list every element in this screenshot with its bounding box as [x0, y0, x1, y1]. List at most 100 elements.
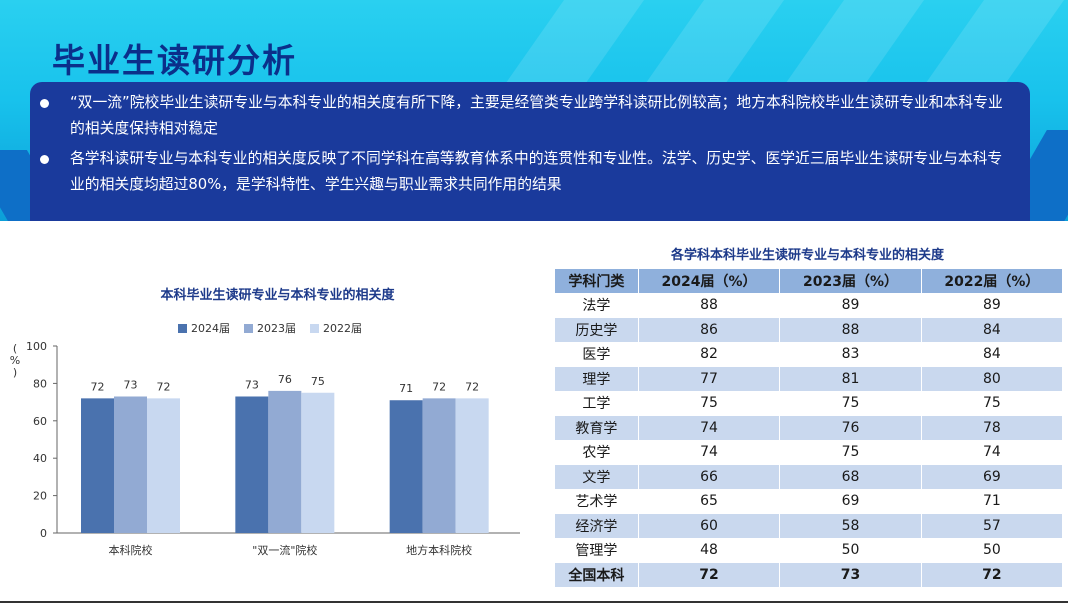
bar-value-label: 76: [278, 373, 292, 386]
bar-value-label: 72: [432, 380, 446, 393]
table-cell-value: 80: [921, 366, 1062, 391]
table-cell-discipline: 教育学: [555, 415, 639, 440]
table-cell-value: 89: [921, 293, 1062, 318]
legend-label: 2022届: [323, 322, 362, 335]
table-cell-value: 81: [779, 366, 922, 391]
table-cell-value: 75: [638, 391, 781, 416]
bullet-dot-icon: [40, 99, 49, 108]
table-cell-value: 77: [638, 366, 781, 391]
table-cell-value: 57: [921, 513, 1062, 538]
table-cell-value: 76: [779, 415, 922, 440]
bar-value-label: 75: [311, 375, 325, 388]
bar-value-label: 72: [91, 380, 105, 393]
table-cell-value: 75: [921, 391, 1062, 416]
relevance-table: 学科门类 2024届（%） 2023届（%） 2022届（%） 法学 88 89 89…: [555, 269, 1062, 587]
bar-value-label: 71: [399, 382, 413, 395]
page-title: 毕业生读研分析: [52, 41, 297, 80]
table-cell-value: 60: [638, 513, 781, 538]
bar: [147, 398, 180, 533]
y-tick-label: 60: [33, 415, 47, 428]
table-cell-value: 58: [779, 513, 922, 538]
bullet-item: “双一流”院校毕业生读研专业与本科专业的相关度有所下降，主要是经管类专业跨学科读…: [40, 90, 1008, 142]
x-category-label: 地方本科院校: [406, 543, 472, 557]
legend-swatch: [244, 323, 253, 333]
bar: [81, 398, 114, 533]
table-cell-value: 48: [638, 538, 781, 563]
table-cell-value: 72: [921, 562, 1062, 587]
bar-chart: 0 20 40 60 80 100 72 73 72 本科院校 73 76 75 "双一流"院校 71 72 7…: [26, 340, 520, 557]
table-cell-value: 72: [638, 562, 781, 587]
table-cell-value: 74: [638, 415, 781, 440]
table-cell-value: 65: [638, 489, 781, 514]
table-cell-value: 50: [921, 538, 1062, 563]
legend-item: 2023届: [244, 320, 296, 336]
table-row: 理学 77 81 80: [555, 366, 1062, 391]
table-cell-value: 84: [921, 342, 1062, 367]
summary-box: “双一流”院校毕业生读研专业与本科专业的相关度有所下降，主要是经管类专业跨学科读…: [30, 82, 1030, 221]
bar: [455, 398, 489, 533]
table-cell-discipline: 管理学: [555, 538, 639, 563]
table-cell-value: 82: [638, 342, 781, 367]
table-cell-value: 86: [638, 317, 781, 342]
bottom-divider: [0, 601, 1068, 603]
table-row: 农学 74 75 74: [555, 440, 1062, 465]
y-tick-label: 20: [33, 490, 47, 503]
table-cell-discipline: 历史学: [555, 317, 639, 342]
table-row: 经济学 60 58 57: [555, 513, 1062, 538]
table-cell-value: 84: [921, 317, 1062, 342]
bar: [389, 400, 423, 533]
table-cell-discipline: 工学: [555, 391, 639, 416]
table-cell-value: 74: [638, 440, 781, 465]
table-row: 教育学 74 76 78: [555, 415, 1062, 440]
table-row: 工学 75 75 75: [555, 391, 1062, 416]
table-cell-value: 66: [638, 464, 781, 489]
table-cell-discipline: 农学: [555, 440, 639, 465]
table-cell-value: 88: [638, 293, 781, 318]
bar-value-label: 72: [157, 380, 171, 393]
y-tick-label: 80: [33, 377, 47, 390]
table-cell-discipline: 医学: [555, 342, 639, 367]
table-cell-value: 50: [779, 538, 922, 563]
header-discipline: 学科门类: [555, 269, 639, 293]
y-tick-label: 100: [26, 340, 47, 353]
bar-value-label: 72: [465, 380, 479, 393]
y-tick-label: 0: [40, 527, 47, 540]
table-cell-value: 83: [779, 342, 922, 367]
table-cell-value: 75: [779, 391, 922, 416]
table-cell-value: 73: [779, 562, 922, 587]
bar: [235, 396, 269, 533]
legend-label: 2023届: [257, 322, 296, 335]
table-cell-value: 75: [779, 440, 922, 465]
table-cell-value: 69: [779, 489, 922, 514]
y-axis-label: %: [9, 354, 21, 367]
legend-label: 2024届: [191, 322, 230, 335]
header-2023: 2023届（%）: [779, 269, 922, 293]
header-2022: 2022届（%）: [921, 269, 1062, 293]
bar: [422, 398, 456, 533]
table-cell-discipline: 理学: [555, 366, 639, 391]
bar: [114, 396, 147, 533]
table-cell-value: 68: [779, 464, 922, 489]
table-cell-value: 88: [779, 317, 922, 342]
table-cell-value: 74: [921, 440, 1062, 465]
table-row: 法学 88 89 89: [555, 293, 1062, 318]
table-row: 文学 66 68 69: [555, 464, 1062, 489]
legend-item: 2024届: [178, 320, 230, 336]
table-cell-value: 78: [921, 415, 1062, 440]
table-body: 法学 88 89 89 历史学 86 88 84 医学 82 83 84 理学 77 81 80 工学 75 75 7…: [555, 293, 1062, 587]
table-cell-discipline: 全国本科: [555, 562, 639, 587]
bar-value-label: 73: [124, 378, 138, 391]
bar-value-label: 73: [245, 378, 259, 391]
table-cell-discipline: 艺术学: [555, 489, 639, 514]
table-row: 管理学 48 50 50: [555, 538, 1062, 563]
legend-item: 2022届: [310, 320, 362, 336]
table-title: 各学科本科毕业生读研专业与本科专业的相关度: [670, 248, 944, 263]
bullet-text: 各学科读研专业与本科专业的相关度反映了不同学科在高等教育体系中的连贯性和专业性。…: [70, 150, 1003, 193]
table-row: 历史学 86 88 84: [555, 317, 1062, 342]
table-cell-discipline: 法学: [555, 293, 639, 318]
table-cell-value: 89: [779, 293, 922, 318]
bullet-dot-icon: [40, 155, 49, 164]
legend-swatch: [310, 323, 319, 333]
legend-swatch: [178, 323, 187, 333]
bullet-text: “双一流”院校毕业生读研专业与本科专业的相关度有所下降，主要是经管类专业跨学科读…: [70, 94, 1003, 137]
